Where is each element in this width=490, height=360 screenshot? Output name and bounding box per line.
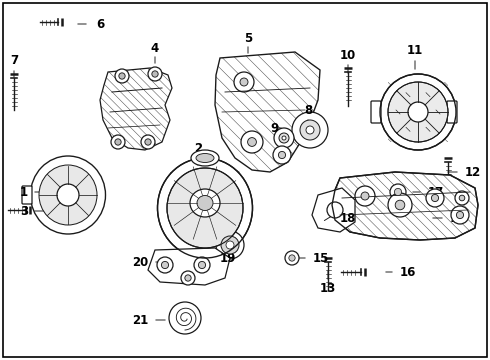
Circle shape	[380, 74, 456, 150]
Circle shape	[278, 152, 286, 159]
Circle shape	[274, 128, 294, 148]
Circle shape	[119, 73, 125, 79]
Text: 15: 15	[313, 252, 329, 265]
Text: 9: 9	[271, 122, 279, 135]
Circle shape	[300, 120, 320, 140]
Text: 6: 6	[96, 18, 104, 31]
Circle shape	[115, 139, 121, 145]
Circle shape	[115, 69, 129, 83]
FancyBboxPatch shape	[22, 186, 32, 204]
Text: 20: 20	[132, 256, 148, 269]
Circle shape	[185, 275, 191, 281]
Circle shape	[169, 302, 201, 334]
Ellipse shape	[191, 150, 219, 166]
Ellipse shape	[190, 189, 220, 217]
Circle shape	[221, 236, 239, 254]
Text: 21: 21	[132, 314, 148, 327]
Text: 17: 17	[428, 185, 444, 198]
Circle shape	[292, 112, 328, 148]
Polygon shape	[312, 188, 355, 232]
Circle shape	[306, 126, 314, 134]
Ellipse shape	[197, 195, 213, 211]
Text: 10: 10	[340, 49, 356, 62]
Text: 4: 4	[151, 41, 159, 54]
Circle shape	[240, 78, 248, 86]
Text: 13: 13	[320, 282, 336, 294]
Text: 1: 1	[20, 185, 28, 198]
Circle shape	[285, 251, 299, 265]
Polygon shape	[148, 248, 230, 285]
Ellipse shape	[57, 184, 79, 206]
Circle shape	[408, 102, 428, 122]
Circle shape	[194, 257, 210, 273]
Ellipse shape	[196, 153, 214, 162]
Circle shape	[355, 186, 375, 206]
Circle shape	[111, 135, 125, 149]
Text: 19: 19	[220, 252, 236, 265]
Circle shape	[141, 135, 155, 149]
Text: 2: 2	[194, 141, 202, 154]
Circle shape	[390, 184, 406, 200]
Circle shape	[327, 202, 343, 218]
Ellipse shape	[167, 168, 243, 248]
Ellipse shape	[39, 165, 97, 225]
Circle shape	[148, 67, 162, 81]
Circle shape	[451, 206, 469, 224]
Polygon shape	[332, 172, 478, 240]
Text: 8: 8	[304, 104, 312, 117]
Circle shape	[456, 211, 464, 219]
Circle shape	[161, 261, 169, 269]
Circle shape	[152, 71, 158, 77]
Circle shape	[282, 136, 286, 140]
Circle shape	[273, 146, 291, 164]
Text: 3: 3	[20, 204, 28, 217]
Text: 18: 18	[340, 212, 356, 225]
FancyBboxPatch shape	[371, 101, 381, 123]
Ellipse shape	[30, 156, 105, 234]
Circle shape	[388, 193, 412, 217]
Circle shape	[198, 261, 206, 269]
Circle shape	[145, 139, 151, 145]
Circle shape	[181, 271, 195, 285]
Circle shape	[431, 194, 439, 202]
Text: 11: 11	[407, 44, 423, 57]
Circle shape	[388, 82, 448, 142]
FancyBboxPatch shape	[447, 101, 457, 123]
Circle shape	[234, 72, 254, 92]
Circle shape	[226, 241, 234, 249]
Text: 12: 12	[465, 166, 481, 179]
Ellipse shape	[157, 158, 252, 258]
Text: 5: 5	[244, 32, 252, 45]
Circle shape	[289, 255, 295, 261]
Polygon shape	[215, 52, 320, 172]
Circle shape	[279, 133, 289, 143]
Circle shape	[455, 191, 469, 205]
Text: 7: 7	[10, 54, 18, 67]
Circle shape	[247, 138, 256, 147]
Circle shape	[426, 189, 444, 207]
Circle shape	[394, 188, 402, 195]
Circle shape	[241, 131, 263, 153]
Circle shape	[459, 195, 465, 201]
Text: 16: 16	[400, 266, 416, 279]
Polygon shape	[100, 68, 172, 150]
Circle shape	[157, 257, 173, 273]
Circle shape	[361, 192, 369, 200]
Circle shape	[216, 231, 244, 259]
Circle shape	[395, 200, 405, 210]
Text: 14: 14	[450, 212, 466, 225]
